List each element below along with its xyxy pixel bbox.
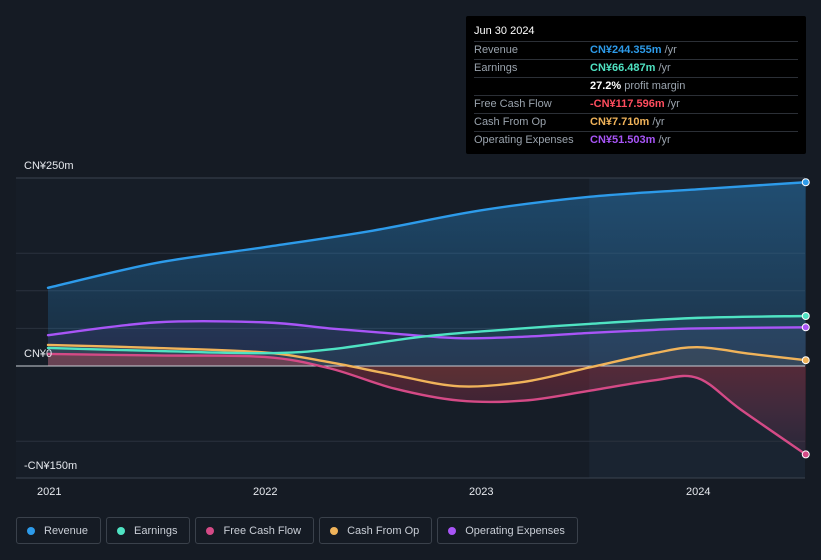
tooltip-row-revenue: Revenue CN¥244.355m /yr bbox=[474, 42, 798, 60]
legend-dot-icon bbox=[27, 526, 35, 535]
free-cash-flow-end-marker bbox=[801, 450, 810, 459]
tooltip-row-operating-expenses: Operating Expenses CN¥51.503m /yr bbox=[474, 132, 798, 149]
tooltip-value: CN¥66.487m bbox=[590, 62, 656, 74]
legend-dot-icon bbox=[448, 526, 457, 535]
tooltip-row-cash-from-op: Cash From Op CN¥7.710m /yr bbox=[474, 114, 798, 132]
legend-dot-icon bbox=[117, 526, 126, 535]
tooltip-label: Revenue bbox=[474, 44, 519, 56]
operating-expenses-line bbox=[46, 319, 807, 340]
y-tick-label-zero: CN¥0 bbox=[24, 348, 53, 360]
tooltip-unit: /yr bbox=[667, 98, 680, 110]
tooltip-label: Operating Expenses bbox=[474, 134, 574, 146]
x-tick-label-2023: 2023 bbox=[469, 486, 494, 498]
cash-from-op-line bbox=[46, 343, 807, 388]
tooltip-date: Jun 30 2024 bbox=[474, 24, 798, 42]
legend-item-earnings[interactable]: Earnings bbox=[106, 517, 191, 544]
free-cash-flow-area bbox=[48, 353, 806, 455]
tooltip-label bbox=[474, 78, 590, 95]
chart-legend: Revenue Earnings Free Cash Flow Cash Fro… bbox=[16, 517, 578, 544]
earnings-end-marker bbox=[801, 312, 810, 321]
y-tick-label-bottom: -CN¥150m bbox=[24, 460, 78, 472]
legend-item-free-cash-flow[interactable]: Free Cash Flow bbox=[195, 517, 315, 544]
x-tick-label-2021: 2021 bbox=[37, 486, 62, 498]
tooltip-unit: /yr bbox=[658, 62, 671, 74]
data-tooltip: Jun 30 2024 Revenue CN¥244.355m /yr Earn… bbox=[466, 16, 806, 154]
tooltip-label: Free Cash Flow bbox=[474, 98, 552, 110]
tooltip-value: 27.2% bbox=[590, 80, 622, 92]
y-tick-label-top: CN¥250m bbox=[24, 160, 74, 172]
legend-label: Revenue bbox=[44, 524, 89, 537]
legend-label: Free Cash Flow bbox=[223, 524, 302, 537]
legend-item-operating-expenses[interactable]: Operating Expenses bbox=[437, 517, 578, 544]
x-tick-label-2024: 2024 bbox=[686, 486, 711, 498]
cash-from-op-end-marker bbox=[801, 356, 810, 365]
tooltip-unit: /yr bbox=[652, 116, 665, 128]
tooltip-row-earnings: Earnings CN¥66.487m /yr bbox=[474, 60, 798, 78]
tooltip-label: Cash From Op bbox=[474, 116, 547, 128]
revenue-area bbox=[48, 182, 806, 366]
earnings-line bbox=[46, 314, 807, 355]
x-tick-label-2022: 2022 bbox=[253, 486, 278, 498]
legend-item-revenue[interactable]: Revenue bbox=[16, 517, 102, 544]
legend-label: Cash From Op bbox=[347, 524, 420, 537]
operating-expenses-end-marker bbox=[801, 323, 810, 332]
tooltip-unit: profit margin bbox=[624, 80, 686, 92]
free-cash-flow-line bbox=[46, 352, 807, 456]
tooltip-row-profit-margin: 27.2% profit margin bbox=[474, 78, 798, 96]
tooltip-unit: /yr bbox=[664, 44, 677, 56]
tooltip-value: CN¥244.355m bbox=[590, 44, 662, 56]
legend-dot-icon bbox=[330, 526, 339, 535]
revenue-line bbox=[46, 181, 807, 289]
legend-item-cash-from-op[interactable]: Cash From Op bbox=[319, 517, 433, 544]
tooltip-label: Earnings bbox=[474, 62, 518, 74]
tooltip-value: -CN¥117.596m bbox=[590, 98, 665, 110]
legend-label: Earnings bbox=[134, 524, 178, 537]
tooltip-value: CN¥51.503m bbox=[590, 134, 656, 146]
tooltip-value: CN¥7.710m bbox=[590, 116, 650, 128]
legend-dot-icon bbox=[206, 526, 215, 535]
tooltip-row-free-cash-flow: Free Cash Flow -CN¥117.596m /yr bbox=[474, 96, 798, 114]
revenue-end-marker bbox=[801, 178, 810, 187]
tooltip-unit: /yr bbox=[658, 134, 671, 146]
legend-label: Operating Expenses bbox=[465, 524, 565, 537]
